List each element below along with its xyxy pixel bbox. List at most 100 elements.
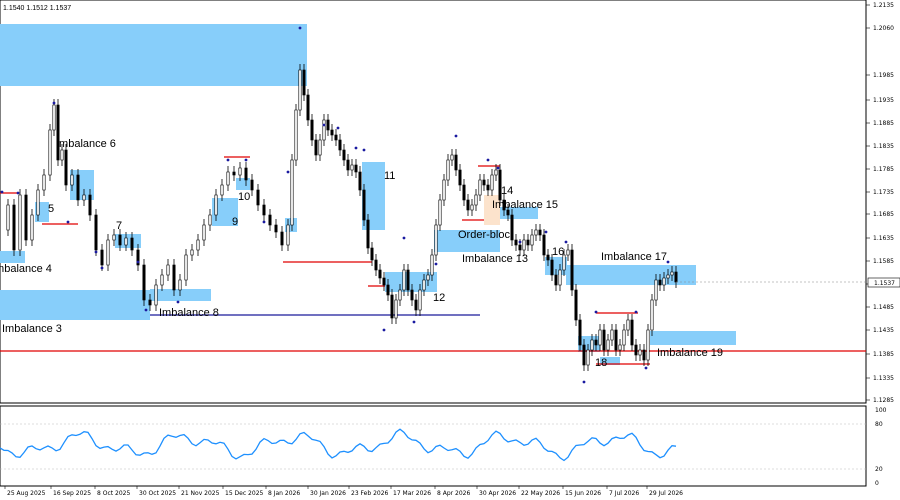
fractal-marker [382, 328, 386, 332]
candle-body [638, 349, 642, 356]
candle-body [202, 224, 206, 241]
price-candles [0, 26, 678, 384]
candle-body [554, 274, 558, 286]
oscillator-tick-label: 0 [875, 480, 879, 487]
candle-body [326, 119, 330, 131]
candle-body [30, 214, 34, 241]
label-imbalance-3: Imbalance 3 [2, 323, 62, 335]
fractal-marker [322, 123, 326, 127]
candle-body [342, 149, 346, 161]
label-imbalance-15: Imbalance 15 [492, 199, 558, 211]
candle-body [350, 164, 354, 171]
ohlc-readout: 1.1540 1.1512 1.1537 [3, 5, 71, 12]
label-9: 9 [232, 216, 238, 228]
candle-body [614, 329, 618, 351]
candle-body [594, 339, 598, 346]
fractal-marker [544, 230, 548, 234]
candle-body [338, 139, 342, 151]
candle-body [578, 319, 582, 346]
fractal-marker [94, 250, 98, 254]
time-tick-label: 29 Jul 2026 [649, 490, 683, 497]
time-tick-label: 25 Aug 2025 [7, 490, 46, 497]
candle-body [18, 194, 22, 251]
imbalance-zone-19 [650, 331, 736, 345]
time-tick-label: 8 Jan 2026 [268, 490, 300, 497]
label-11: 11 [384, 170, 395, 182]
candle-body [622, 329, 626, 346]
price-tick-label: 1.1985 [873, 72, 894, 79]
candle-body [574, 289, 578, 321]
candle-body [530, 234, 534, 246]
fractal-marker [634, 310, 638, 314]
candle-body [586, 349, 590, 366]
time-tick-label: 15 Jun 2026 [565, 490, 601, 497]
candle-body [550, 259, 554, 276]
time-tick-label: 8 Oct 2025 [97, 490, 130, 497]
candle-body [526, 239, 530, 246]
candle-body [178, 279, 182, 291]
fractal-marker [286, 170, 290, 174]
candle-body [262, 204, 266, 216]
imbalance-zone-18b [600, 357, 620, 365]
time-axis[interactable]: 25 Aug 2025 16 Sep 2025 8 Oct 2025 30 Oct 2… [4, 486, 683, 497]
fractal-marker [594, 310, 598, 314]
candle-body [190, 249, 194, 256]
candle-body [56, 104, 60, 161]
candle-body [450, 154, 454, 161]
fractal-marker [518, 240, 522, 244]
imbalance-zone-top [0, 24, 307, 86]
fractal-marker [666, 260, 670, 264]
price-tick-label: 1.1885 [873, 120, 894, 127]
price-tick-label: 1.1735 [873, 189, 894, 196]
candle-body [196, 239, 200, 251]
fractal-marker [226, 158, 230, 162]
candle-body [130, 237, 134, 251]
candle-body [466, 199, 470, 211]
candle-body [514, 239, 518, 246]
imbalance-zone-4 [0, 251, 25, 263]
candle-body [290, 159, 294, 226]
candle-body [570, 249, 574, 291]
candle-body [298, 69, 302, 111]
imbalance-zone-10 [236, 178, 250, 190]
candle-body [214, 194, 218, 216]
candle-body [124, 237, 128, 246]
candle-body [410, 289, 414, 301]
fractal-marker [66, 220, 70, 224]
candle-body [402, 269, 406, 291]
candle-body [286, 224, 290, 246]
candle-body [654, 279, 658, 301]
fractal-marker [100, 266, 104, 270]
candle-body [418, 289, 422, 311]
oscillator-line [0, 428, 677, 462]
time-tick-label: 22 May 2026 [521, 490, 560, 497]
candle-body [458, 169, 462, 186]
candle-body [534, 229, 538, 236]
candle-body [378, 269, 382, 279]
candle-body [642, 349, 646, 361]
candle-body [626, 319, 630, 331]
label-18: 18 [595, 357, 607, 369]
oscillator-axis: 100 80 20 0 [875, 407, 887, 487]
fractal-marker [582, 380, 586, 384]
time-tick-label: 15 Dec 2025 [225, 490, 264, 497]
candle-body [70, 174, 74, 186]
candle-body [486, 184, 490, 191]
candle-body [434, 224, 438, 256]
oscillator-pane[interactable] [0, 405, 867, 487]
candle-body [250, 179, 254, 191]
candle-body [382, 277, 386, 286]
price-axis[interactable]: 1.2135 1.2060 1.1985 1.1935 1.1885 1.1835 1.17… [866, 2, 894, 404]
time-tick-label: 21 Nov 2025 [181, 490, 220, 497]
imbalance-zone-11 [362, 162, 385, 230]
fractal-marker [0, 190, 4, 194]
candle-body [172, 264, 176, 291]
candle-body [112, 234, 116, 241]
label-imbalance-17: Imbalance 17 [601, 251, 667, 263]
candle-body [674, 271, 678, 283]
candle-body [280, 231, 284, 246]
candle-body [490, 174, 494, 191]
price-tick-label: 1.1785 [873, 166, 894, 173]
candle-body [160, 274, 164, 286]
